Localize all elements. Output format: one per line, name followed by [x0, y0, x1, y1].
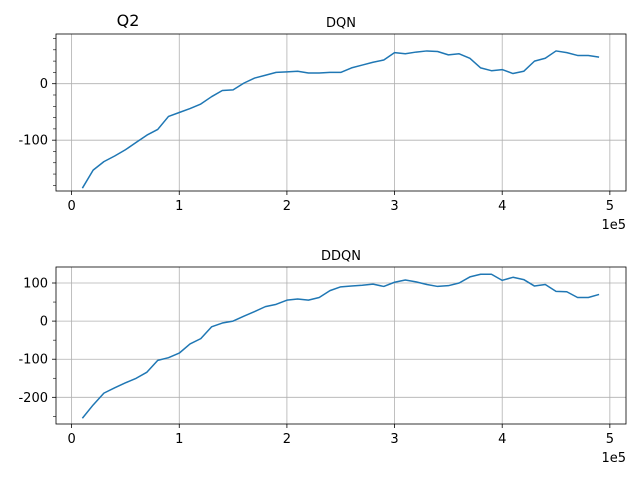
x-tick-label: 0: [67, 432, 75, 447]
x-tick-label: 1: [175, 432, 183, 447]
x-tick-label: 3: [390, 432, 398, 447]
x-tick-label: 1: [175, 199, 183, 214]
series-line: [81, 273, 600, 419]
subplot-dqn: 0 1 2 3 4 5 -100 0 DQN 1e5: [18, 16, 627, 233]
subplot-title: DQN: [326, 16, 356, 31]
x-tick-label: 4: [498, 432, 506, 447]
y-tick-label: -100: [18, 134, 48, 149]
x-tick-label: 2: [283, 432, 291, 447]
x-tick-label: 2: [283, 199, 291, 214]
x-tick-label: 0: [67, 199, 75, 214]
y-tick-label: 100: [23, 277, 48, 292]
figure-suptitle: Q2: [117, 11, 140, 30]
y-tick-label: 0: [40, 315, 48, 330]
subplot-ddqn: 0 1 2 3 4 5 -200 -100 0 100 DDQN 1e5: [18, 249, 627, 466]
axes-frame: [55, 33, 627, 192]
y-tick-label: 0: [40, 77, 48, 92]
x-tick-label: 4: [498, 199, 506, 214]
x-offset-label: 1e5: [601, 218, 626, 233]
series-line: [81, 50, 600, 189]
x-tick-label: 5: [606, 199, 614, 214]
x-tick-label: 5: [606, 432, 614, 447]
axes-frame: [55, 266, 627, 425]
y-tick-label: -100: [18, 353, 48, 368]
x-offset-label: 1e5: [601, 451, 626, 466]
subplot-title: DDQN: [321, 249, 361, 264]
y-tick-label: -200: [18, 391, 48, 406]
x-tick-label: 3: [390, 199, 398, 214]
